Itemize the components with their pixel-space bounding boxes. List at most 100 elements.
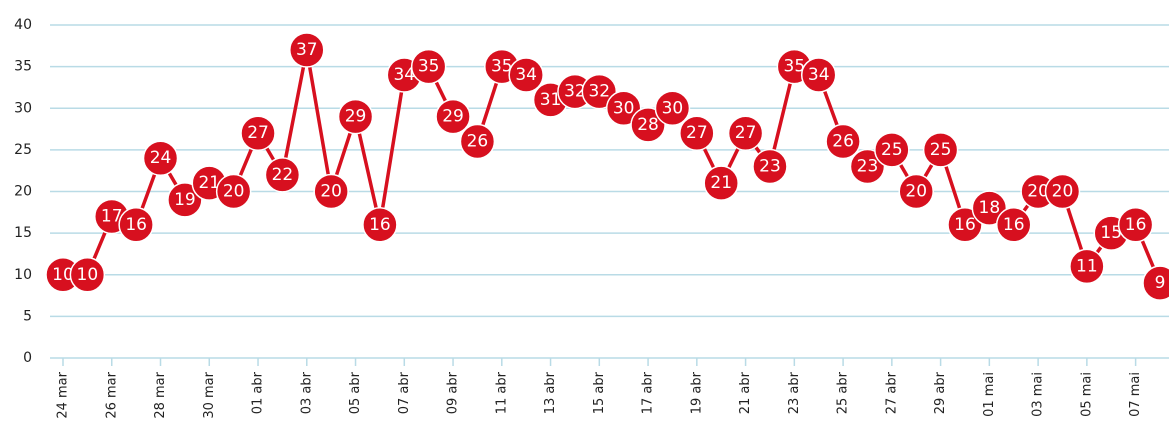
data-label: 20	[905, 182, 927, 202]
data-label: 25	[881, 140, 903, 160]
data-label: 16	[125, 215, 147, 235]
point	[69, 257, 106, 293]
y-tick-label: 30	[14, 100, 32, 116]
x-tick-label: 19 abr	[689, 371, 704, 414]
y-tick-label: 15	[14, 225, 32, 241]
x-tick-label: 24 mar	[56, 371, 71, 418]
point	[508, 57, 544, 93]
y-tick-label: 20	[14, 184, 32, 200]
point	[995, 207, 1032, 243]
x-tick-label: 09 abr	[446, 371, 461, 414]
y-tick-label: 25	[14, 142, 32, 158]
point	[825, 123, 861, 160]
data-label: 21	[710, 173, 732, 193]
data-label: 22	[272, 165, 294, 185]
data-label: 20	[320, 182, 342, 202]
data-label: 16	[1003, 215, 1025, 235]
data-label: 29	[442, 107, 464, 127]
point	[215, 173, 252, 210]
data-label: 30	[662, 98, 684, 118]
data-label: 23	[857, 157, 879, 177]
data-label: 30	[613, 98, 635, 118]
x-tick-label: 05 mai	[1079, 372, 1094, 417]
data-label: 26	[832, 132, 854, 152]
point	[605, 90, 642, 126]
data-label: 16	[954, 215, 976, 235]
point	[1117, 207, 1154, 243]
x-tick-label: 28 mar	[153, 371, 168, 418]
data-label: 23	[759, 157, 781, 177]
data-label: 20	[1052, 182, 1074, 202]
data-label: 34	[393, 65, 415, 85]
point	[313, 173, 349, 210]
data-label: 11	[1076, 256, 1098, 276]
x-tick-label: 03 mai	[1031, 372, 1046, 417]
data-label: 21	[198, 173, 220, 193]
x-tick-label: 30 mar	[202, 371, 217, 418]
point	[167, 182, 203, 218]
data-label: 26	[467, 132, 489, 152]
x-tick-label: 21 abr	[738, 371, 753, 414]
point	[264, 157, 301, 193]
data-label: 35	[491, 57, 513, 77]
point	[800, 57, 837, 93]
y-tick-label: 40	[14, 17, 32, 33]
data-label: 32	[588, 82, 610, 102]
x-tick-label: 01 abr	[251, 371, 266, 414]
x-tick-label: 07 abr	[397, 371, 412, 414]
data-label: 34	[515, 65, 537, 85]
point	[118, 207, 154, 243]
data-label: 27	[247, 123, 269, 143]
point	[971, 190, 1008, 226]
point	[752, 148, 788, 185]
x-tick-label: 27 abr	[884, 371, 899, 414]
data-label: 10	[52, 265, 74, 285]
x-tick-label: 23 abr	[787, 371, 802, 414]
data-label: 31	[540, 90, 562, 110]
point	[947, 207, 983, 243]
y-tick-label: 0	[23, 350, 32, 366]
x-tick-label: 29 abr	[933, 371, 948, 414]
data-label: 27	[735, 123, 757, 143]
data-label: 16	[1125, 215, 1147, 235]
data-label: 17	[101, 206, 123, 226]
data-label: 20	[223, 182, 245, 202]
point	[630, 107, 666, 143]
data-label: 35	[418, 57, 440, 77]
x-tick-label: 01 mai	[982, 372, 997, 417]
data-label: 25	[930, 140, 952, 160]
point	[362, 207, 398, 243]
point	[922, 132, 959, 168]
x-tick-label: 13 abr	[543, 371, 558, 414]
data-label: 19	[174, 190, 196, 210]
data-label: 37	[296, 40, 318, 60]
data-label: 16	[369, 215, 391, 235]
data-label: 24	[150, 148, 172, 168]
point	[727, 115, 764, 151]
x-tick-label: 15 abr	[592, 371, 607, 414]
point	[679, 115, 715, 151]
data-label: 34	[808, 65, 830, 85]
point	[289, 32, 325, 68]
data-label: 18	[979, 198, 1001, 218]
point	[1044, 173, 1081, 210]
data-label: 15	[1100, 223, 1122, 243]
data-label: 35	[784, 57, 806, 77]
data-label: 9	[1155, 273, 1166, 293]
point	[898, 173, 934, 210]
point	[459, 123, 496, 160]
point	[240, 115, 276, 151]
x-tick-label: 17 abr	[641, 371, 656, 414]
x-tick-label: 03 abr	[299, 371, 314, 414]
x-tick-label: 25 abr	[836, 371, 851, 414]
data-label: 10	[77, 265, 99, 285]
data-label: 32	[564, 82, 586, 102]
point	[874, 132, 910, 168]
y-tick-label: 35	[14, 59, 32, 75]
point	[410, 48, 447, 85]
x-tick-label: 05 abr	[348, 371, 363, 414]
point	[849, 148, 886, 185]
point	[654, 90, 691, 126]
x-tick-label: 07 mai	[1128, 372, 1143, 417]
